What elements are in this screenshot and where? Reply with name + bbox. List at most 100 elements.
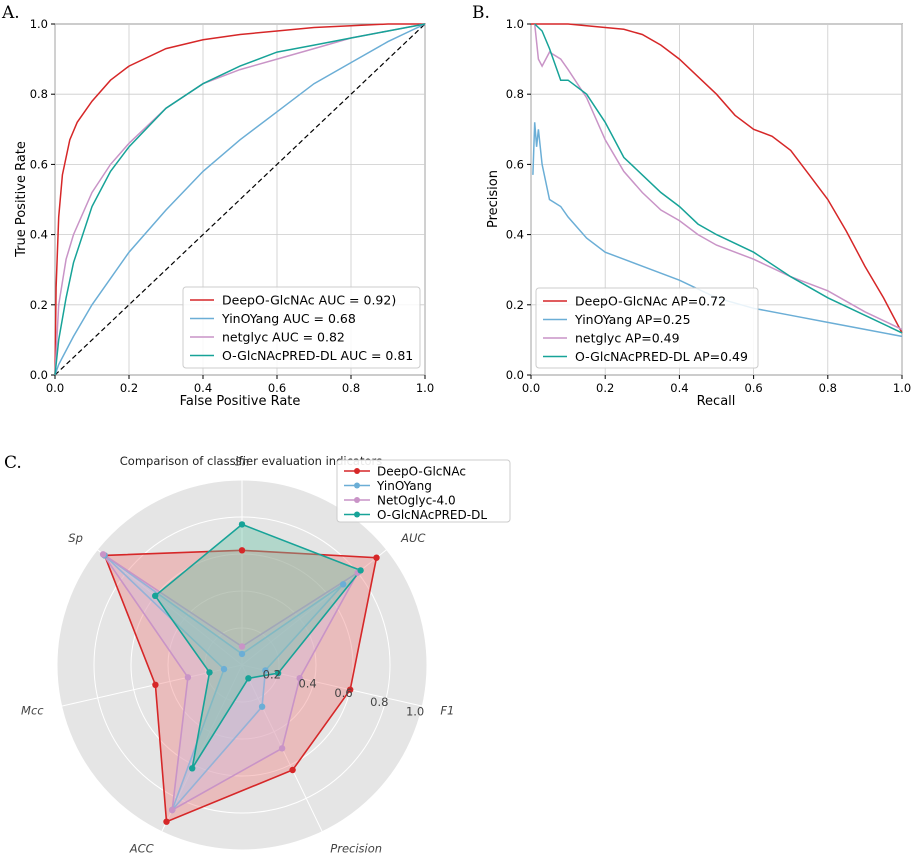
radar-legend-label: YinOYang [376,479,432,493]
radar-point [296,675,303,682]
roc-xtick-label: 0.0 [46,381,64,395]
pr-xtick-label: 0.6 [744,381,762,395]
radar-point [238,650,246,658]
radar-point [340,581,347,588]
radar-axis-label: F1 [440,703,454,717]
roc-legend-label: O-GlcNAcPRED-DL AUC = 0.81 [222,348,413,363]
roc-series-line-4 [54,23,426,376]
radar-legend: DeepO-GlcNAcYinOYangNetOglyc-4.0O-GlcNAc… [336,459,511,523]
pr-legend: DeepO-GlcNAc AP=0.72 YinOYang AP=0.25 netg… [535,287,759,369]
pr-series-line-4 [534,23,903,334]
pr-xtick-label: 0.4 [670,381,688,395]
roc-series-line-1 [54,23,425,376]
roc-xtick-label: 0.4 [194,381,212,395]
pr-xtick-label: 0.2 [596,381,614,395]
radar-legend-marker [354,468,360,474]
pr-xtick-label: 0.8 [819,381,837,395]
roc-xtick-label: 0.2 [120,381,138,395]
roc-legend: DeepO-GlcNAc AUC = 0.92) YinOYang AUC = 0… [182,286,421,369]
roc-chart: A. 0.0 0.2 0.4 0.6 0.8 1.00.00.20.40.60.81.0 … [1,3,434,409]
radar-point [274,670,282,677]
roc-series-line-2 [54,23,426,376]
radar-point [238,643,246,650]
radar-rtick-label: 0.8 [370,695,388,709]
radar-legend-label: DeepO-GlcNAc [377,465,466,479]
radar-point [262,667,269,674]
radar-polygon-2 [104,554,344,811]
pr-ylabel: Precision [486,170,501,228]
pr-xtick-label: 0.0 [522,381,540,395]
roc-legend-label: YinOYang AUC = 0.68 [221,311,356,326]
pr-series-line-2 [532,122,903,338]
radar-point [220,665,228,673]
pr-ytick-label: 0.6 [506,157,524,171]
roc-legend-label: netglyc AUC = 0.82 [222,330,345,345]
pr-chart: B. 0.0 0.2 0.4 0.6 0.8 1.00.00.20.40.60.81.0 … [472,3,911,409]
roc-ylabel: True Positive Rate [14,141,29,258]
roc-ytick-label: 0.2 [30,298,48,312]
radar-point [184,674,192,681]
radar-axis-label: Sn [235,455,250,469]
radar-axis-label: AUC [400,531,425,545]
radar-rtick-label: 0.2 [263,667,281,681]
radar-rtick-label: 1.0 [406,704,424,718]
panel-label-b: B. [472,3,490,23]
roc-ytick-label: 0.0 [30,368,48,382]
radar-legend-marker [354,511,360,518]
radar-point [373,554,380,561]
pr-legend-label: netglyc AP=0.49 [575,331,680,346]
radar-point [357,567,364,574]
radar-legend-marker [354,482,360,489]
roc-xlabel: False Positive Rate [180,394,301,409]
panel-label-c: C. [4,453,22,473]
roc-diagonal [54,23,426,376]
pr-ytick-label: 0.8 [506,87,524,101]
radar-spoke [97,549,243,666]
radar-polygon-3 [102,553,359,812]
radar-axis-label: ACC [129,841,154,855]
roc-xtick-label: 0.8 [342,381,360,395]
pr-ytick-label: 0.2 [506,298,524,312]
roc-ytick-label: 1.0 [30,17,48,31]
radar-point [278,745,286,752]
radar-rtick-label: 0.6 [334,686,352,700]
radar-polygon-1 [103,549,378,823]
radar-point [245,675,252,682]
radar-point [238,547,246,554]
radar-legend-label: NetOglyc-4.0 [377,494,456,508]
radar-point [99,551,107,558]
radar-point [289,766,296,774]
radar-point [258,703,266,710]
roc-xtick-label: 0.6 [268,381,286,395]
roc-ytick-label: 0.6 [30,157,48,171]
radar-legend-label: O-GlcNAcPRED-DL [377,508,487,522]
roc-ytick-label: 0.8 [30,87,48,101]
roc-xtick-label: 1.0 [416,381,434,395]
radar-axis-label: Sp [68,531,83,545]
radar-point [163,818,170,825]
pr-xlabel: Recall [697,394,736,409]
pr-legend-label: YinOYang AP=0.25 [574,312,691,327]
radar-axis-label: Precision [330,841,382,855]
pr-legend-label: O-GlcNAcPRED-DL AP=0.49 [575,349,748,364]
roc-legend-label: DeepO-GlcNAc AUC = 0.92) [222,293,396,308]
radar-point [238,521,246,528]
radar-point [152,681,159,688]
pr-ytick-label: 0.4 [506,228,524,242]
radar-title: Comparison of classifier evaluation indi… [120,454,382,468]
pr-ytick-label: 0.0 [506,368,524,382]
radar-point [206,669,213,676]
radar-legend-marker [354,497,360,503]
radar-axis-label: Mcc [21,703,44,717]
pr-legend-label: DeepO-GlcNAc AP=0.72 [575,294,726,309]
radar-chart: C. Comparison of classifier evaluation i… [4,453,511,855]
radar-point [189,765,196,772]
pr-series-line-1 [531,23,903,334]
radar-spoke [241,664,423,707]
pr-ytick-label: 1.0 [506,17,524,31]
radar-point [347,686,354,693]
radar-polygon-4 [154,523,362,769]
radar-point [169,806,176,814]
panel-label-a: A. [1,3,20,23]
